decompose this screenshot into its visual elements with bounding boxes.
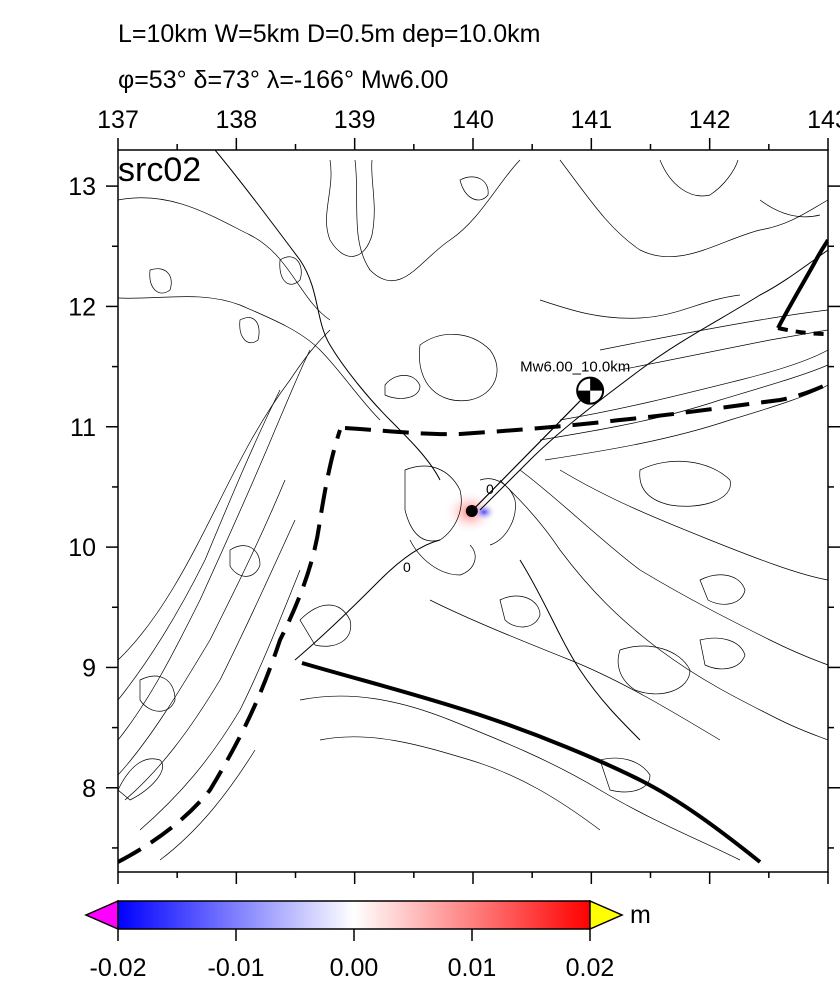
epicenter-marker [465,505,478,517]
parameter-title-line-1: L=10km W=5km D=0.5m dep=10.0km [118,20,541,48]
latitude-tick-label: 9 [82,654,96,682]
geologic-lines [214,150,828,741]
longitude-tick-label: 137 [97,106,139,134]
colorbar-tick-label: 0.02 [566,954,615,982]
parameter-title-line-2: φ=53° δ=73° λ=-166° Mw6.00 [118,66,449,94]
colorbar-ticks: -0.02 -0.01 0.00 0.01 0.02 [90,929,615,982]
longitude-tick-label: 142 [689,106,731,134]
bathymetry-contours [118,159,828,861]
trench-lines [118,238,828,864]
colorbar-tick-label: 0.01 [448,954,497,982]
contour-label-zero: 0 [403,559,411,575]
subsidence-patch [472,503,496,521]
latitude-tick-labels: 8 9 10 11 12 13 [68,173,96,803]
colorbar-tick-label: 0.00 [330,954,379,982]
longitude-tick-label: 138 [215,106,257,134]
latitude-tick-label: 8 [82,775,96,803]
contour-label-zero: 0 [486,481,494,497]
longitude-tick-label: 143 [807,106,840,134]
axis-ticks [106,138,840,884]
latitude-tick-label: 10 [68,534,96,562]
longitude-tick-label: 139 [334,106,376,134]
colorbar-over-triangle [589,899,624,931]
colorbar: m -0.02 -0.01 0.00 0.01 0.02 [84,899,651,982]
longitude-tick-label: 140 [452,106,494,134]
epicenter-connector-line [471,390,591,512]
longitude-tick-label: 141 [570,106,612,134]
colorbar-tick-label: -0.01 [208,954,265,982]
event-label: Mw6.00_10.0km [520,359,630,376]
longitude-tick-labels: 137 138 139 140 141 142 143 [97,106,840,134]
map-content: Mw6.00_10.0km 0 0 [118,150,828,864]
latitude-tick-label: 11 [70,414,96,442]
panel-label: src02 [118,151,201,189]
colorbar-under-triangle [84,899,119,931]
colorbar-tick-label: -0.02 [90,954,147,982]
colorbar-gradient [117,900,591,930]
latitude-tick-label: 13 [68,173,96,201]
focal-mechanism-beachball [576,376,605,405]
latitude-tick-label: 12 [68,293,96,321]
colorbar-unit: m [630,901,651,929]
